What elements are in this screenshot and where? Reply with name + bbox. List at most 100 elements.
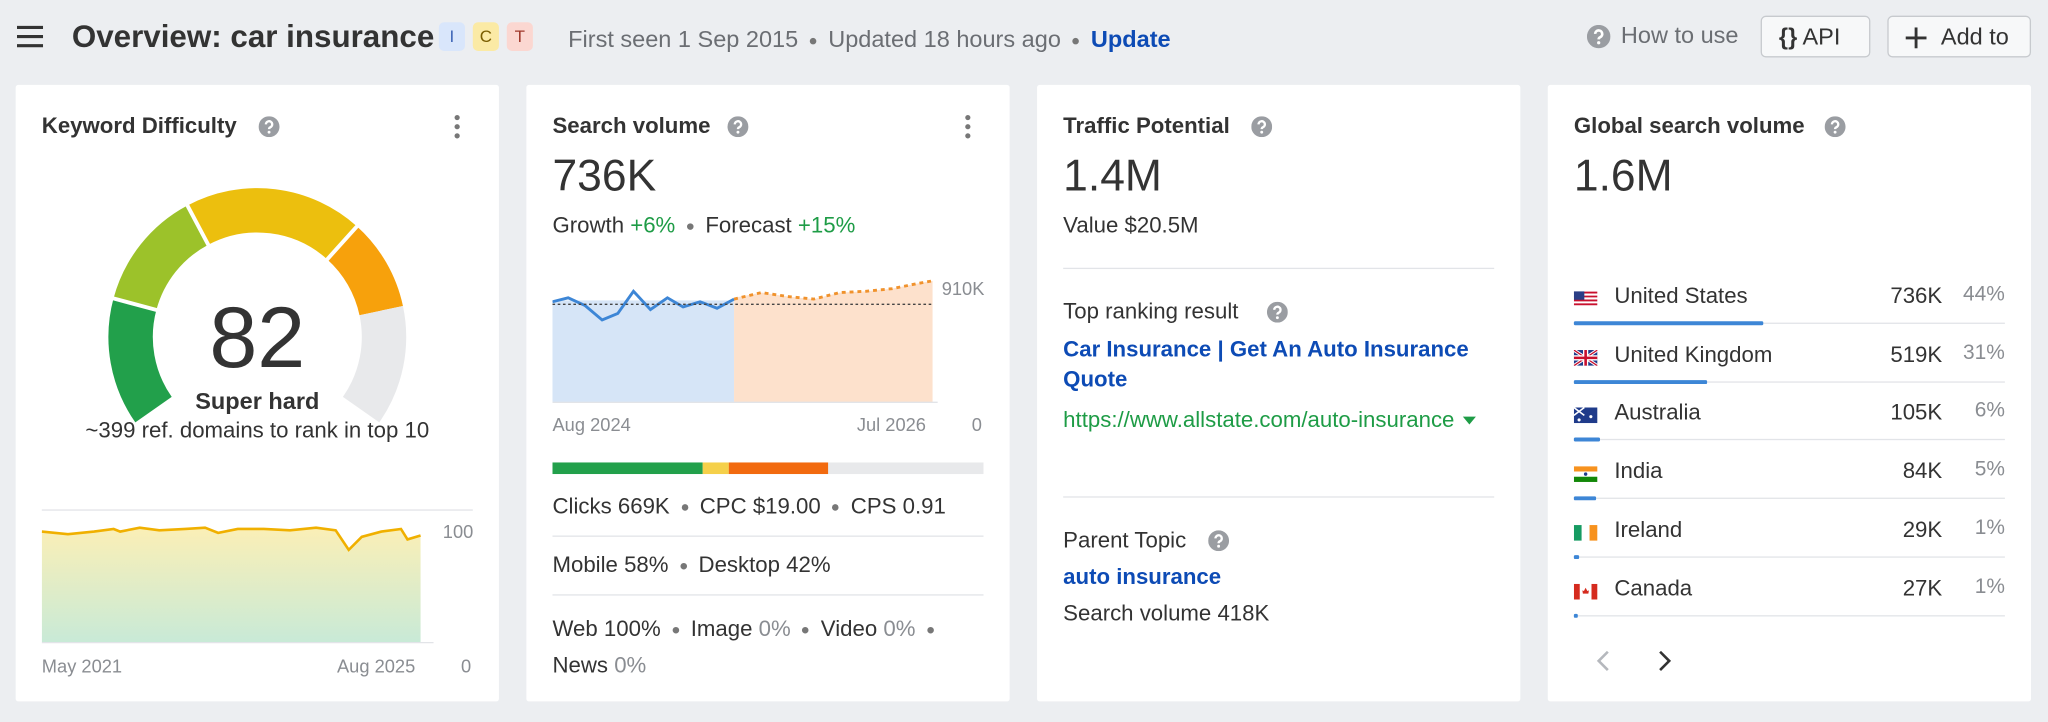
gauge-segment bbox=[342, 306, 407, 423]
serp-type-line: Web 100% Image 0% Video 0%News 0% bbox=[552, 611, 990, 684]
video-label: Video bbox=[820, 616, 878, 642]
news: 0% bbox=[614, 653, 647, 678]
first-seen: First seen 1 Sep 2015 bbox=[568, 26, 799, 53]
share-bar bbox=[1573, 496, 1597, 501]
global-volume-value: 1.6M bbox=[1573, 151, 1673, 202]
gauge-gap bbox=[184, 202, 212, 248]
country-name: Ireland bbox=[1614, 516, 1683, 542]
add-to-button[interactable]: Add to bbox=[1887, 15, 2032, 58]
api-button[interactable]: {} API bbox=[1760, 15, 1871, 58]
divider bbox=[1573, 322, 2005, 324]
dropdown-icon[interactable] bbox=[1460, 414, 1478, 427]
plus-icon bbox=[1905, 27, 1927, 49]
next-page[interactable] bbox=[1657, 649, 1673, 673]
help-icon bbox=[1208, 530, 1229, 551]
card-title: Global search volume bbox=[1573, 113, 1805, 139]
divider bbox=[1063, 496, 1495, 498]
country-volume: 736K bbox=[1890, 283, 1943, 309]
chart-end: Jul 2026 bbox=[856, 414, 926, 435]
flag bbox=[1573, 291, 1598, 307]
flag bbox=[1573, 524, 1598, 541]
flag bbox=[1573, 408, 1598, 424]
separator bbox=[1072, 37, 1080, 45]
chart-max: 100 bbox=[442, 521, 474, 543]
help-icon bbox=[728, 116, 749, 137]
api-icon: {} bbox=[1778, 23, 1798, 50]
divider bbox=[1063, 267, 1495, 270]
growth: +6% bbox=[630, 212, 676, 238]
chart-min: 0 bbox=[971, 414, 982, 435]
menu-button[interactable] bbox=[16, 25, 44, 49]
share-bar bbox=[1573, 613, 1578, 618]
badge: I bbox=[438, 22, 465, 51]
result-title[interactable]: Car Insurance | Get An Auto Insurance Qu… bbox=[1063, 336, 1469, 392]
country-name: United Kingdom bbox=[1614, 341, 1773, 367]
image: 0% bbox=[758, 616, 791, 642]
gauge-gap bbox=[110, 295, 160, 313]
traffic-value: 1.4M bbox=[1063, 151, 1162, 202]
kd-label: Super hard bbox=[195, 387, 320, 415]
badge: T bbox=[506, 22, 533, 51]
divider bbox=[552, 594, 984, 596]
country-volume: 27K bbox=[1902, 575, 1943, 601]
page-title: Overview: car insurance bbox=[71, 19, 435, 55]
result-url-line: https://www.allstate.com/auto-insurance bbox=[1063, 404, 1494, 438]
prev-page[interactable] bbox=[1595, 649, 1611, 673]
chart-max: 910K bbox=[941, 278, 985, 300]
api-label: API bbox=[1802, 23, 1841, 50]
more-menu[interactable] bbox=[453, 114, 461, 140]
forecast-label: Forecast bbox=[705, 212, 792, 238]
parent-topic-label: Parent Topic bbox=[1063, 527, 1187, 553]
kd-history-chart bbox=[41, 526, 434, 644]
growth-line: Growth +6% Forecast +15% bbox=[552, 213, 855, 239]
country-volume: 84K bbox=[1902, 458, 1943, 484]
separator bbox=[927, 626, 934, 634]
update-link[interactable]: Update bbox=[1090, 26, 1171, 53]
volume-chart bbox=[552, 279, 938, 403]
separator bbox=[809, 37, 817, 45]
country-name: India bbox=[1614, 458, 1663, 484]
result-url[interactable]: https://www.allstate.com/auto-insurance bbox=[1063, 407, 1455, 433]
country-share: 6% bbox=[1974, 400, 2005, 423]
separator bbox=[680, 562, 687, 570]
country-share: 31% bbox=[1963, 341, 2005, 364]
add-to-label: Add to bbox=[1940, 23, 2009, 50]
image-label: Image bbox=[690, 616, 753, 642]
divider bbox=[1573, 556, 2005, 558]
meta: First seen 1 Sep 2015 Updated 18 hours ag… bbox=[568, 26, 1170, 53]
separator bbox=[672, 626, 679, 634]
gauge-segment bbox=[113, 205, 209, 311]
kd-card: Keyword Difficulty 82 Super hard ~399 re… bbox=[15, 84, 499, 702]
chart-min: 0 bbox=[461, 655, 472, 677]
chart-start: Aug 2024 bbox=[552, 414, 631, 435]
how-to-use[interactable]: How to use bbox=[1620, 22, 1739, 49]
divider bbox=[1573, 497, 2005, 500]
traffic-potential-card: Traffic Potential 1.4M Value $20.5M Top … bbox=[1037, 84, 1521, 702]
divider bbox=[1573, 380, 2005, 383]
cpc: CPC $19.00 bbox=[699, 493, 821, 519]
desktop: Desktop 42% bbox=[698, 552, 831, 578]
mobile: Mobile 58% bbox=[552, 552, 669, 578]
country-share: 1% bbox=[1974, 516, 2005, 540]
separator bbox=[681, 504, 689, 511]
share-bar bbox=[1573, 321, 1764, 326]
card-title: Keyword Difficulty bbox=[41, 113, 237, 139]
gauge-gap bbox=[324, 223, 361, 263]
country-name: United States bbox=[1614, 283, 1748, 309]
device-line: Mobile 58% Desktop 42% bbox=[552, 552, 830, 578]
top-ranking-label: Top ranking result bbox=[1063, 299, 1239, 324]
parent-topic-link[interactable]: auto insurance bbox=[1063, 564, 1222, 590]
search-volume-card: Search volume 736K Growth +6% Forecast +1… bbox=[526, 84, 1010, 702]
chart-start: May 2021 bbox=[41, 655, 123, 677]
country-volume: 519K bbox=[1890, 341, 1943, 367]
video: 0% bbox=[883, 616, 916, 642]
flag bbox=[1573, 349, 1598, 366]
divider bbox=[1573, 439, 2005, 441]
search-volume-value: 736K bbox=[552, 151, 657, 202]
help-icon bbox=[1587, 25, 1611, 49]
separator bbox=[802, 626, 810, 634]
country-name: Canada bbox=[1614, 575, 1693, 601]
more-menu[interactable] bbox=[964, 114, 972, 140]
